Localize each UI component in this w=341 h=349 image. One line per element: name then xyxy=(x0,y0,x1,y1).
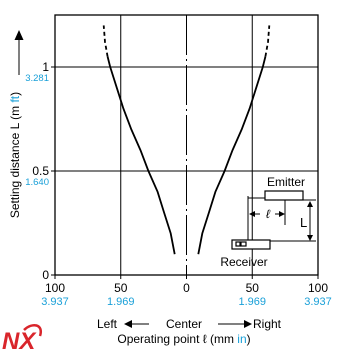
receiver-lens-1 xyxy=(235,241,241,247)
y-tick-label: 1 xyxy=(42,60,49,74)
center-label: Center xyxy=(166,317,202,331)
y-axis-close: ) xyxy=(8,92,22,96)
x-tick-sublabel: 3.937 xyxy=(304,296,332,308)
left-arrow-head xyxy=(124,320,132,328)
y-axis-title: Setting distance L (m ft) xyxy=(8,92,22,218)
series-line xyxy=(197,56,267,255)
x-tick-sublabel: 1.969 xyxy=(238,296,266,308)
inset-diagram: Emitter ℓ L Receiver xyxy=(220,175,316,269)
x-tick-label: 100 xyxy=(308,281,328,295)
x-tick-label: 100 xyxy=(45,281,65,295)
x-axis-close: ) xyxy=(247,332,251,346)
grid-layer xyxy=(55,15,318,275)
series-line-extrapolated xyxy=(264,25,271,57)
x-axis-title: Operating point ℓ (mm in) xyxy=(117,332,250,346)
emitter-box xyxy=(264,190,304,201)
x-axis-label: Operating point ℓ (mm xyxy=(117,332,234,346)
y-tick-label: 0.5 xyxy=(32,164,49,178)
left-label: Left xyxy=(97,317,118,331)
x-tick-sublabel: 1.969 xyxy=(107,296,135,308)
right-label: Right xyxy=(253,317,282,331)
receiver-label: Receiver xyxy=(220,255,267,269)
dist-arrow-bottom xyxy=(307,235,313,241)
y-tick-sublabel: 3.281 xyxy=(25,73,49,84)
y-axis-label: Setting distance L (m xyxy=(8,106,22,218)
brand-logo-text: NX xyxy=(2,328,37,349)
ell-arrow-right-head xyxy=(279,211,285,217)
right-arrow-head xyxy=(244,320,252,328)
x-tick-sublabel: 3.937 xyxy=(41,296,69,308)
brand-logo: NX xyxy=(2,323,43,349)
x-tick-label: 0 xyxy=(183,281,190,295)
series-line-extrapolated xyxy=(102,25,109,57)
emitter-label: Emitter xyxy=(267,175,305,189)
ell-symbol: ℓ xyxy=(266,207,271,221)
curve-layer xyxy=(102,25,271,255)
receiver-lens-2 xyxy=(240,241,247,247)
y-axis-unit: ft xyxy=(8,95,22,102)
dist-arrow-top xyxy=(307,201,313,207)
distance-symbol: L xyxy=(300,215,307,230)
ell-arrow-left-head xyxy=(249,211,255,217)
y-tick-sublabel: 1.640 xyxy=(25,177,49,188)
x-tick-label: 50 xyxy=(246,281,260,295)
x-axis-unit: in xyxy=(237,332,246,346)
receiver-box xyxy=(231,239,271,250)
series-line xyxy=(106,56,176,255)
x-tick-label: 50 xyxy=(114,281,128,295)
brand-logo-swoosh xyxy=(23,323,43,337)
y-axis-arrow-head xyxy=(14,30,24,40)
y-tick-label: 0 xyxy=(42,268,49,282)
